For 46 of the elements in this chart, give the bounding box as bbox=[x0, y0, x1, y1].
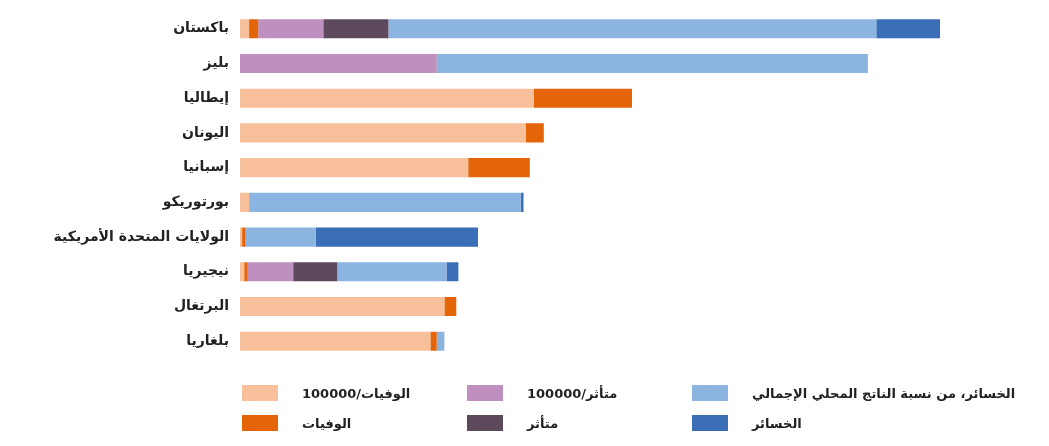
y-tick-label: باكستان bbox=[173, 19, 229, 36]
bar bbox=[244, 262, 248, 282]
legend-label: الخسائر، من نسبة الناتج المحلي الإجمالي bbox=[752, 385, 1016, 401]
y-tick-label: بورتوريكو bbox=[161, 193, 229, 210]
y-tick-label: الولايات المتحدة الأمريكية bbox=[53, 227, 229, 245]
bar bbox=[240, 158, 469, 178]
bar bbox=[240, 331, 431, 351]
bar bbox=[247, 262, 294, 282]
bar bbox=[525, 123, 544, 143]
bar bbox=[240, 19, 250, 39]
bar bbox=[293, 262, 338, 282]
bar bbox=[258, 19, 324, 39]
bar bbox=[249, 192, 521, 212]
y-tick-label: إيطاليا bbox=[183, 88, 229, 106]
bar bbox=[436, 53, 868, 74]
legend-label: الوفيات bbox=[302, 415, 352, 431]
bar bbox=[534, 88, 632, 108]
bar bbox=[245, 227, 316, 247]
bar bbox=[240, 53, 437, 74]
bar bbox=[520, 192, 524, 212]
bar bbox=[876, 19, 940, 39]
y-tick-label: بلغاريا bbox=[186, 331, 229, 348]
y-tick-label: نيجيريا bbox=[183, 262, 229, 280]
bar bbox=[337, 262, 447, 282]
bar bbox=[323, 19, 389, 39]
y-tick-label: إسبانيا bbox=[183, 158, 229, 176]
legend-label: الوفيات/100000 bbox=[302, 385, 411, 401]
bar bbox=[444, 296, 457, 317]
bar bbox=[388, 19, 877, 39]
bar bbox=[240, 88, 534, 108]
y-tick-label: اليونان bbox=[181, 123, 229, 141]
bar bbox=[240, 192, 250, 212]
bar bbox=[446, 262, 459, 282]
legend-label: متأثر/100000 bbox=[527, 385, 618, 401]
bar bbox=[249, 19, 259, 39]
y-tick-label: بليز bbox=[202, 54, 229, 72]
legend-label: الخسائر bbox=[752, 415, 802, 431]
bar bbox=[240, 296, 445, 317]
bar bbox=[240, 123, 526, 143]
bar bbox=[240, 262, 245, 282]
bar bbox=[430, 331, 437, 351]
bar bbox=[315, 227, 478, 247]
bar bbox=[468, 158, 530, 178]
legend-label: متأثر bbox=[527, 415, 559, 431]
y-tick-label: البرتغال bbox=[173, 297, 229, 315]
bar bbox=[436, 331, 445, 351]
